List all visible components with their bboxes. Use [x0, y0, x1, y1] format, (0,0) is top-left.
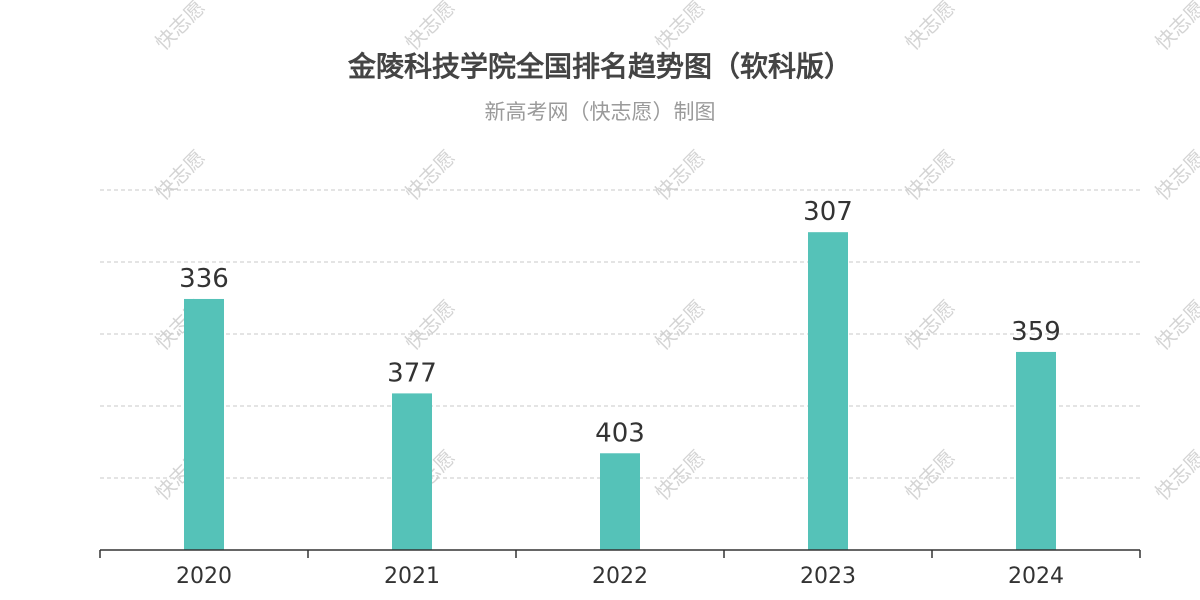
watermark-text: 快志愿 [400, 295, 459, 354]
watermark-text: 快志愿 [650, 295, 709, 354]
bar-2021 [392, 393, 432, 550]
watermark-text: 快志愿 [1150, 145, 1200, 204]
x-tick-label: 2020 [176, 564, 232, 589]
bar-value-label: 307 [803, 197, 853, 227]
bar-value-label: 377 [387, 358, 437, 388]
watermark-text: 快志愿 [900, 0, 959, 55]
watermark-text: 快志愿 [150, 145, 209, 204]
watermark-text: 快志愿 [650, 445, 709, 504]
chart-title: 金陵科技学院全国排名趋势图（软科版） [347, 50, 852, 83]
watermark-text: 快志愿 [650, 0, 709, 55]
bar-value-label: 336 [179, 264, 229, 294]
bar-2020 [184, 298, 224, 550]
watermark-text: 快志愿 [1150, 445, 1200, 504]
watermark-text: 快志愿 [400, 0, 459, 55]
x-tick-label: 2022 [592, 564, 648, 589]
watermark-text: 快志愿 [650, 145, 709, 204]
watermark-text: 快志愿 [1150, 295, 1200, 354]
watermark-text: 快志愿 [900, 145, 959, 204]
bar-value-label: 403 [595, 418, 645, 448]
bar-value-label: 359 [1011, 317, 1061, 347]
watermark-text: 快志愿 [900, 295, 959, 354]
x-tick-label: 2021 [384, 564, 440, 589]
chart-subtitle: 新高考网（快志愿）制图 [485, 100, 716, 124]
bar-2024 [1016, 351, 1056, 550]
x-tick-label: 2023 [800, 564, 856, 589]
x-axis: 2020 2021 2022 2023 2024 [99, 549, 1141, 589]
watermark-text: 快志愿 [150, 0, 209, 55]
bars: 336 377 403 307 359 [179, 197, 1061, 550]
x-tick-label: 2024 [1008, 564, 1064, 589]
watermark-text: 快志愿 [1150, 0, 1200, 55]
watermark-text: 快志愿 [400, 145, 459, 204]
watermark-text: 快志愿 [900, 445, 959, 504]
bar-2022 [600, 453, 640, 550]
bar-2023 [808, 232, 848, 550]
